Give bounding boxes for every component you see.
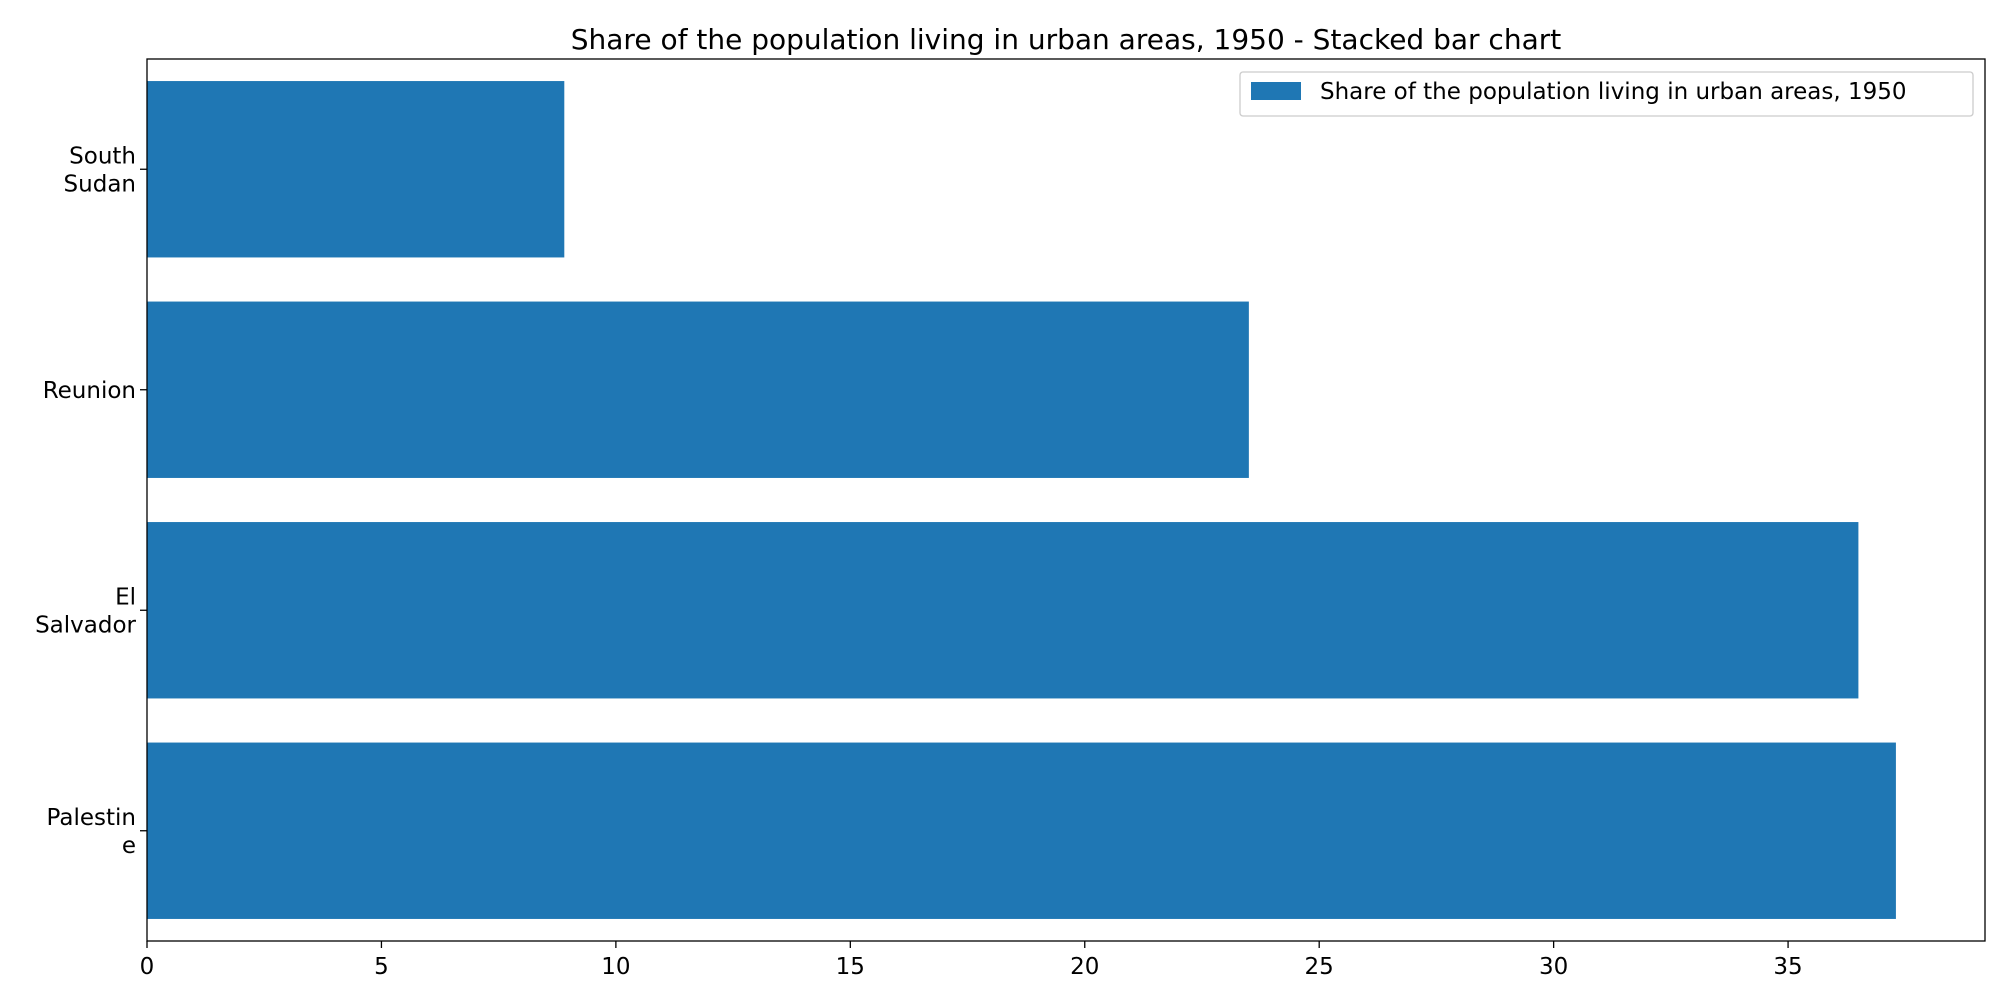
legend-label: Share of the population living in urban … xyxy=(1320,79,1907,105)
y-tick-label: Reunion xyxy=(43,378,136,404)
x-tick-label: 0 xyxy=(140,954,155,980)
plot-frame xyxy=(146,58,1986,942)
x-tick-label: 20 xyxy=(1070,954,1099,980)
x-tick-label: 5 xyxy=(374,954,389,980)
x-tick-label: 35 xyxy=(1773,954,1802,980)
legend-swatch xyxy=(1251,82,1301,100)
x-tick-label: 25 xyxy=(1305,954,1334,980)
y-tick-label: Sudan xyxy=(64,171,136,197)
bar-el-salvador xyxy=(147,522,1859,699)
x-tick-label: 10 xyxy=(601,954,630,980)
bars-layer xyxy=(147,81,1896,919)
chart-title: Share of the population living in urban … xyxy=(571,23,1561,56)
bar-palestine xyxy=(147,742,1896,919)
y-tick-label: Salvador xyxy=(35,612,136,638)
y-tick-label: Palestin xyxy=(47,805,136,831)
x-tick-label: 15 xyxy=(836,954,865,980)
bar-reunion xyxy=(147,301,1249,478)
x-tick-label: 30 xyxy=(1539,954,1568,980)
y-tick-label: South xyxy=(69,143,136,169)
y-tick-label: e xyxy=(122,833,136,859)
y-tick-label: El xyxy=(115,584,136,610)
legend: Share of the population living in urban … xyxy=(1239,71,1974,117)
bar-south-sudan xyxy=(147,81,565,258)
legend-box xyxy=(1239,71,1974,117)
x-axis: 0 5 10 15 20 25 30 35 xyxy=(140,941,1803,980)
